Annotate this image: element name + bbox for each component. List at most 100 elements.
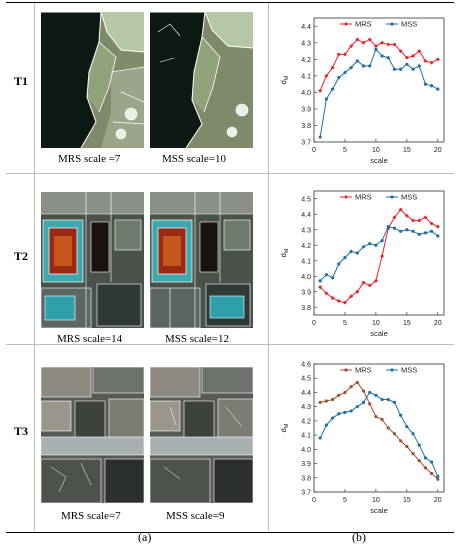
- data-point-mrs: [386, 426, 390, 430]
- data-point-mrs: [324, 399, 328, 403]
- data-point-mrs: [423, 466, 428, 470]
- data-point-mss: [430, 229, 434, 233]
- data-point-mrs: [429, 60, 434, 65]
- y-tick-label: 4.5: [301, 196, 311, 203]
- data-point-mrs: [318, 400, 322, 404]
- data-point-mrs: [361, 389, 366, 393]
- data-point-mss: [330, 276, 335, 280]
- data-point-mrs: [374, 415, 378, 419]
- y-tick-label: 4.1: [301, 258, 311, 265]
- data-point-mrs: [380, 417, 384, 422]
- data-point-mrs: [318, 88, 323, 93]
- data-point-mss: [380, 54, 384, 58]
- data-point-mss: [386, 397, 390, 402]
- y-axis-label: dM: [279, 75, 290, 84]
- t3-left-caption: MRS scale=7: [61, 510, 121, 522]
- data-point-mrs: [404, 55, 409, 60]
- y-tick-label: 4.2: [301, 243, 311, 250]
- legend-label-mrs: MRS: [355, 193, 372, 202]
- t2-mss-segmentation-image: [150, 192, 253, 328]
- data-point-mss: [337, 262, 341, 266]
- data-point-mss: [399, 413, 403, 417]
- x-tick-label: 10: [372, 147, 380, 154]
- y-tick-label: 4.3: [301, 227, 311, 234]
- column-divider-left: [34, 3, 35, 531]
- legend-label-mrs: MRS: [355, 20, 372, 29]
- y-tick-label: 4.3: [301, 40, 311, 47]
- row-divider-1: [6, 173, 454, 174]
- y-tick-label: 3.8: [301, 305, 311, 312]
- legend-marker: [390, 368, 394, 372]
- data-point-mrs: [373, 278, 378, 283]
- data-point-mss: [411, 67, 415, 71]
- t1-mrs-segmentation-image: [41, 12, 144, 148]
- legend-marker: [390, 195, 394, 199]
- data-point-mss: [380, 397, 384, 402]
- y-axis-label: dM: [279, 423, 290, 432]
- data-point-mrs: [367, 283, 372, 288]
- y-tick-label: 4.2: [301, 418, 311, 425]
- data-point-mss: [392, 400, 397, 404]
- data-point-mss: [386, 225, 390, 229]
- data-point-mss: [436, 87, 440, 91]
- x-tick-label: 10: [372, 497, 380, 504]
- y-axis-label-subscript: M: [284, 423, 290, 428]
- data-point-mrs: [343, 390, 347, 395]
- data-point-mrs: [349, 385, 353, 389]
- subfigure-label-b: (b): [352, 530, 366, 544]
- x-axis-label: scale: [370, 156, 388, 165]
- data-point-mrs: [435, 57, 440, 62]
- legend-label-mss: MSS: [401, 193, 417, 202]
- data-point-mrs: [355, 380, 359, 385]
- data-point-mrs: [417, 49, 422, 54]
- data-point-mss: [343, 70, 347, 75]
- data-point-mrs: [430, 471, 434, 476]
- x-tick-label: 20: [434, 497, 442, 504]
- subfigure-label-a: (a): [138, 530, 152, 544]
- data-point-mss: [368, 64, 372, 68]
- t2-left-caption: MRS scale=14: [57, 333, 123, 345]
- data-point-mrs: [368, 402, 372, 406]
- data-point-mrs: [411, 452, 415, 456]
- x-tick-label: 15: [403, 497, 411, 504]
- data-point-mrs: [429, 221, 434, 226]
- data-point-mrs: [392, 215, 397, 220]
- data-point-mss: [374, 393, 378, 397]
- data-point-mss: [368, 390, 372, 395]
- data-point-mrs: [436, 477, 440, 481]
- figure-frame: [6, 2, 454, 533]
- data-point-mrs: [342, 300, 347, 305]
- data-point-mss: [405, 228, 409, 232]
- data-point-mrs: [336, 52, 341, 57]
- data-point-mrs: [373, 44, 378, 49]
- data-point-mss: [355, 59, 359, 63]
- data-point-mrs: [417, 459, 421, 463]
- data-point-mss: [417, 232, 421, 236]
- x-axis-label: scale: [370, 506, 388, 515]
- x-axis-label: scale: [370, 329, 388, 338]
- data-point-mss: [318, 135, 322, 139]
- data-point-mrs: [349, 44, 354, 49]
- data-point-mrs: [367, 37, 372, 42]
- legend-marker: [344, 368, 348, 372]
- series-line-mss: [319, 391, 439, 477]
- data-point-mss: [392, 226, 397, 230]
- data-point-mss: [361, 245, 366, 249]
- data-point-mrs: [361, 280, 366, 285]
- y-tick-label: 4.0: [301, 274, 311, 281]
- data-point-mss: [349, 249, 353, 254]
- data-point-mss: [349, 66, 353, 70]
- y-tick-label: 4.0: [301, 90, 311, 97]
- data-point-mss: [318, 279, 322, 283]
- data-point-mrs: [386, 42, 391, 47]
- t3-distance-chart: 0 5 10 15 20 3.7 3.8 3.9 4.0 4.1 4.2 4.3 4.4 4.5 4.6 sc…: [279, 362, 445, 515]
- data-point-mrs: [435, 224, 440, 229]
- x-tick-label: 0: [312, 147, 316, 154]
- y-tick-label: 3.8: [301, 475, 311, 482]
- y-tick-label: 4.3: [301, 404, 311, 411]
- data-point-mss: [361, 64, 366, 68]
- data-point-mss: [436, 234, 440, 238]
- data-point-mss: [392, 67, 397, 71]
- data-point-mss: [368, 242, 372, 246]
- y-tick-label: 4.6: [301, 362, 311, 369]
